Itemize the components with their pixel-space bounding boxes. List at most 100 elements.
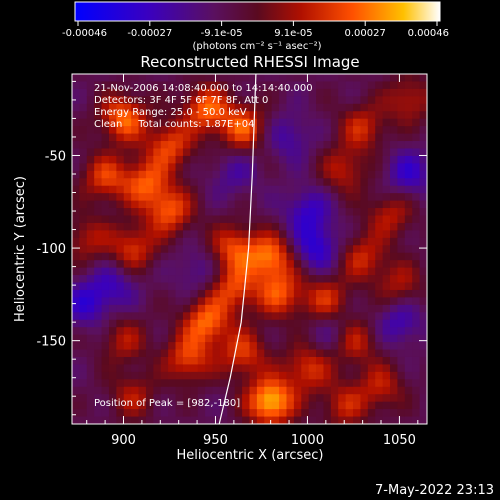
heatmap-cell <box>131 74 140 83</box>
heatmap-cell <box>108 282 117 291</box>
heatmap-cell <box>219 282 228 291</box>
heatmap-cell <box>116 364 125 373</box>
heatmap-cell <box>145 275 154 284</box>
heatmap-cell <box>94 215 103 224</box>
heatmap-cell <box>286 96 295 105</box>
heatmap-cell <box>79 215 88 224</box>
heatmap-cell <box>160 200 169 209</box>
heatmap-cell <box>101 133 110 142</box>
heatmap-cell <box>286 74 295 83</box>
heatmap-cell <box>116 409 125 418</box>
x-tick-label: 1000 <box>291 433 324 448</box>
heatmap-cell <box>242 178 251 187</box>
heatmap-cell <box>242 297 251 306</box>
heatmap-cell <box>323 208 332 217</box>
heatmap-cell <box>397 237 406 246</box>
heatmap-cell <box>86 386 95 395</box>
heatmap-cell <box>116 96 125 105</box>
heatmap-cell <box>293 282 302 291</box>
heatmap-cell <box>286 155 295 164</box>
heatmap-cell <box>286 304 295 313</box>
heatmap-cell <box>116 245 125 254</box>
heatmap-cell <box>190 304 199 313</box>
heatmap-cell <box>249 88 258 97</box>
heatmap-cell <box>168 312 177 321</box>
heatmap-cell <box>123 267 132 276</box>
heatmap-cell <box>419 88 427 97</box>
heatmap-cell <box>404 237 413 246</box>
heatmap-cell <box>182 215 191 224</box>
heatmap-cell <box>293 319 302 328</box>
heatmap-cell <box>219 208 228 217</box>
heatmap-cell <box>168 304 177 313</box>
heatmap-cell <box>345 215 354 224</box>
heatmap-cell <box>153 334 162 343</box>
heatmap-cell <box>419 126 427 135</box>
heatmap-cell <box>293 193 302 202</box>
heatmap-cell <box>182 386 191 395</box>
heatmap-cell <box>242 409 251 418</box>
heatmap-cell <box>197 96 206 105</box>
heatmap-cell <box>382 394 391 403</box>
heatmap-cell <box>323 371 332 380</box>
heatmap-cell <box>330 103 339 112</box>
heatmap-cell <box>175 349 184 358</box>
heatmap-cell <box>264 289 273 299</box>
heatmap-cell <box>338 289 347 299</box>
heatmap-cell <box>123 386 132 395</box>
heatmap-cell <box>145 208 154 217</box>
heatmap-cell <box>145 312 154 321</box>
heatmap-cell <box>160 88 169 97</box>
heatmap-cell <box>116 111 125 120</box>
heatmap-cell <box>72 401 80 410</box>
heatmap-cell <box>397 342 406 351</box>
heatmap-cell <box>182 74 191 83</box>
heatmap-cell <box>72 208 80 217</box>
heatmap-cell <box>234 327 243 336</box>
heatmap-cell <box>264 126 273 135</box>
heatmap-cell <box>175 401 184 410</box>
heatmap-cell <box>323 401 332 410</box>
heatmap-cell <box>264 349 273 358</box>
heatmap-cell <box>308 126 317 135</box>
heatmap-cell <box>182 111 191 120</box>
heatmap-cell <box>360 230 369 239</box>
heatmap-cell <box>338 141 347 150</box>
heatmap-cell <box>345 401 354 410</box>
heatmap-cell <box>153 401 162 410</box>
heatmap-cell <box>316 222 325 231</box>
heatmap-cell <box>212 304 221 313</box>
heatmap-cell <box>323 304 332 313</box>
heatmap-cell <box>227 371 236 380</box>
heatmap-cell <box>131 364 140 373</box>
heatmap-cell <box>182 103 191 112</box>
heatmap-cell <box>160 185 169 194</box>
heatmap-cell <box>271 163 280 172</box>
heatmap-cell <box>286 282 295 291</box>
heatmap-cell <box>108 155 117 164</box>
heatmap-cell <box>338 81 347 90</box>
heatmap-cell <box>175 193 184 202</box>
heatmap-cell <box>353 312 362 321</box>
heatmap-cell <box>330 237 339 246</box>
heatmap-cell <box>271 170 280 179</box>
heatmap-cell <box>175 267 184 276</box>
heatmap-cell <box>197 200 206 209</box>
heatmap-cell <box>72 155 80 164</box>
heatmap-cell <box>293 148 302 157</box>
heatmap-cell <box>397 96 406 105</box>
heatmap-cell <box>101 141 110 150</box>
heatmap-cell <box>86 222 95 231</box>
heatmap-cell <box>219 185 228 194</box>
heatmap-cell <box>205 275 214 284</box>
heatmap-cell <box>242 245 251 254</box>
heatmap-cell <box>153 364 162 373</box>
heatmap-cell <box>316 170 325 179</box>
heatmap-cell <box>116 126 125 135</box>
heatmap-cell <box>205 96 214 105</box>
heatmap-cell <box>116 141 125 150</box>
heatmap-cell <box>301 260 310 269</box>
heatmap-cell <box>234 260 243 269</box>
heatmap-cell <box>404 170 413 179</box>
heatmap-cell <box>160 141 169 150</box>
